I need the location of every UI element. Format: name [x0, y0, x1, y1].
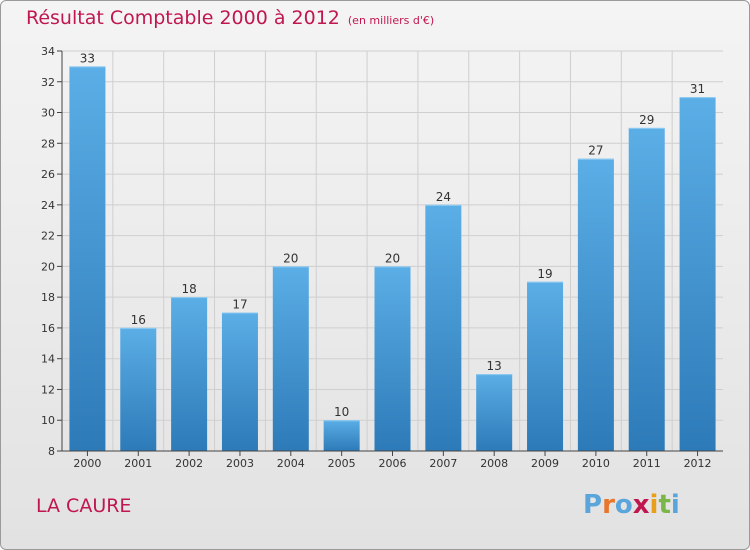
logo-letter: i [649, 490, 659, 520]
y-tick-label: 18 [41, 291, 55, 304]
bar-2006 [374, 266, 411, 451]
y-tick-label: 26 [41, 168, 55, 181]
x-tick-label: 2010 [582, 457, 610, 470]
value-label: 20 [283, 251, 298, 265]
y-tick-label: 28 [41, 137, 55, 150]
x-tick-label: 2005 [328, 457, 356, 470]
y-tick-label: 30 [41, 107, 55, 120]
logo-letter: P [583, 490, 603, 520]
x-tick-label: 2009 [531, 457, 559, 470]
value-label: 17 [232, 298, 247, 312]
logo-letter: t [658, 490, 671, 520]
x-tick-label: 2012 [684, 457, 712, 470]
value-label: 10 [334, 405, 349, 419]
y-tick-label: 12 [41, 383, 55, 396]
bar-2003 [221, 312, 258, 451]
value-label: 13 [487, 359, 502, 373]
city-name: LA CAURE [36, 495, 132, 517]
logo-letter: o [614, 490, 633, 520]
value-label: 16 [131, 313, 146, 327]
bar-2011 [628, 127, 665, 451]
bar-2000 [69, 66, 106, 451]
bar-2009 [527, 281, 564, 451]
value-label: 24 [436, 190, 451, 204]
title-main: Résultat Comptable 2000 à 2012 [26, 7, 340, 29]
value-label: 20 [385, 251, 400, 265]
value-label: 29 [639, 113, 654, 127]
bar-2004 [272, 266, 309, 451]
x-tick-label: 2002 [175, 457, 203, 470]
value-label: 27 [588, 144, 603, 158]
logo-letter: x [632, 490, 650, 520]
x-tick-label: 2001 [124, 457, 152, 470]
x-tick-label: 2007 [429, 457, 457, 470]
y-tick-label: 8 [48, 445, 55, 458]
y-tick-label: 34 [41, 45, 55, 58]
y-tick-label: 14 [41, 353, 55, 366]
chart-title: Résultat Comptable 2000 à 2012 (en millie… [26, 7, 434, 29]
x-tick-label: 2000 [73, 457, 101, 470]
x-tick-label: 2008 [480, 457, 508, 470]
x-tick-label: 2004 [277, 457, 305, 470]
value-label: 33 [80, 51, 95, 65]
bar-2002 [171, 297, 208, 451]
value-label: 31 [690, 82, 705, 96]
logo-letter: r [602, 490, 615, 520]
x-tick-label: 2006 [379, 457, 407, 470]
title-unit: (en milliers d'€) [347, 14, 435, 27]
proxiti-logo[interactable]: Proxiti [583, 490, 680, 520]
y-tick-label: 22 [41, 230, 55, 243]
bar-2008 [476, 374, 513, 451]
x-tick-label: 2011 [633, 457, 661, 470]
value-label: 18 [181, 282, 196, 296]
y-tick-label: 16 [41, 322, 55, 335]
y-tick-label: 10 [41, 414, 55, 427]
bar-2005 [323, 420, 360, 451]
logo-letter: i [670, 490, 680, 520]
bar-2010 [577, 158, 614, 451]
x-tick-label: 2003 [226, 457, 254, 470]
y-tick-label: 24 [41, 199, 55, 212]
bar-2007 [425, 204, 462, 451]
y-tick-label: 32 [41, 76, 55, 89]
y-tick-label: 20 [41, 260, 55, 273]
bars: 33 16 18 17 20 10 20 24 13 19 27 29 31 [69, 51, 716, 452]
bar-2001 [120, 327, 157, 451]
bar-2012 [679, 97, 716, 452]
axes: 8 10 12 14 16 18 20 22 24 26 28 30 32 34 2000 2001 2002 2… [41, 45, 723, 470]
value-label: 19 [537, 267, 552, 281]
